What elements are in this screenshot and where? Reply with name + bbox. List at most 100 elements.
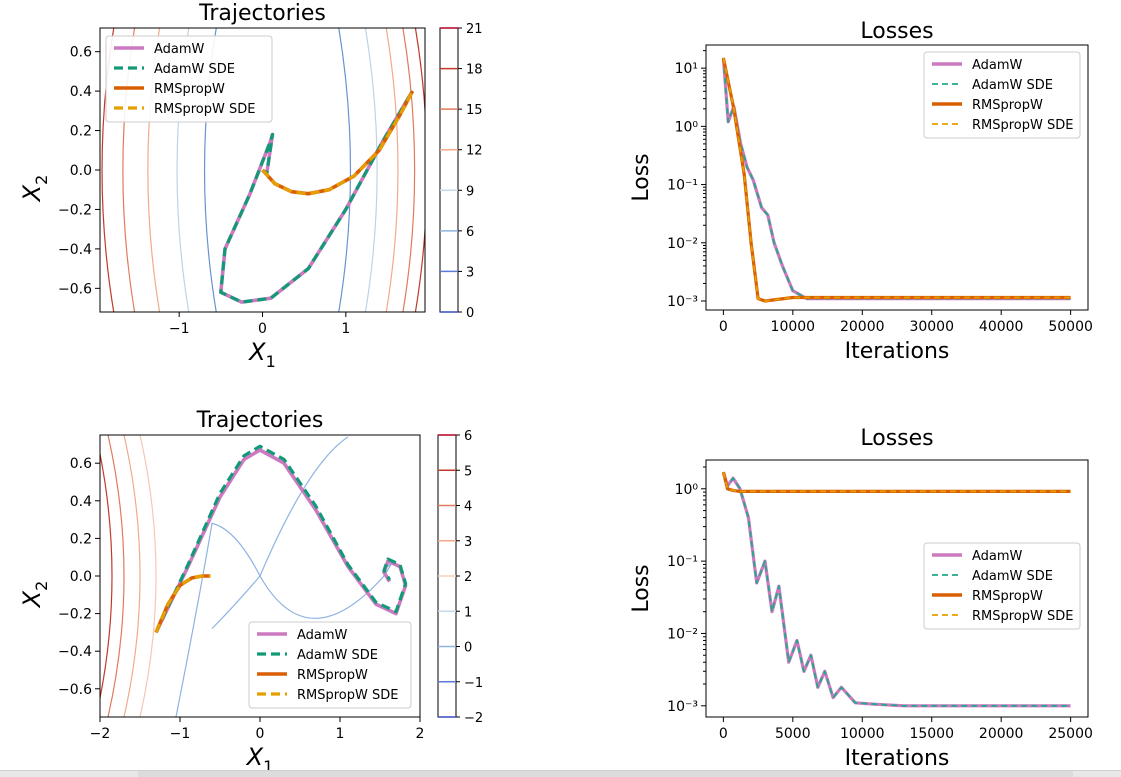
chart-panel-4: Losses 0 5000 10000 15000 20000 25000 10⁻³ 10⁻² 1…: [629, 426, 1093, 770]
series-line-rmspropw-sde: [261, 90, 414, 196]
colorbar: [439, 27, 459, 313]
legend-box: [923, 51, 1081, 139]
series-line-rmspropw: [721, 471, 1071, 493]
y-tick-label: 10¹: [675, 61, 698, 77]
y-tick-label: 0.2: [70, 124, 92, 140]
x-tick-label: 0: [719, 726, 728, 742]
x-tick-label: 0: [256, 726, 265, 742]
legend-label: AdamW SDE: [972, 569, 1053, 584]
contour-line: [139, 435, 157, 717]
chart-panel-2: Losses 0 10000 20000 30000 40000 50000 10⁻³ 10⁻²…: [629, 19, 1093, 364]
x-tick-label: 20000: [979, 726, 1024, 742]
colorbar-tick-label: 18: [466, 63, 483, 78]
x-tick-label: −2: [90, 726, 111, 742]
colorbar-tick-label: 0: [464, 641, 472, 656]
x-axis-label: Iterations: [845, 339, 950, 364]
chart-title: Trajectories: [198, 1, 326, 26]
y-tick-label: −0.4: [58, 242, 92, 258]
contour-line: [402, 28, 416, 312]
chart-panel-3: Trajectories −2 −1 0 1 2 −0.6 −0.4 −0.2 0.0 0.2 0.4…: [18, 408, 483, 770]
contour-line: [364, 28, 378, 312]
y-tick-label: 0.0: [70, 163, 92, 179]
y-tick-label: 10⁻²: [667, 626, 698, 642]
y-axis-label-subscript: 2: [32, 581, 51, 591]
chart-title: Losses: [860, 19, 933, 44]
contour-line: [100, 450, 113, 702]
scrollbar-thumb[interactable]: [138, 771, 1073, 777]
chart-title: Losses: [860, 426, 933, 451]
contour-line: [385, 28, 399, 312]
series-line-rmspropw: [261, 90, 415, 196]
colorbar-tick-label: 6: [466, 225, 474, 240]
x-tick-label: 1: [341, 321, 350, 337]
plot-area: [100, 435, 408, 717]
x-tick-label: 15000: [909, 726, 954, 742]
y-axis-label: X2: [18, 175, 51, 204]
y-axis-label: X2: [18, 581, 51, 610]
colorbar-tick-label: 4: [464, 500, 472, 515]
axes-frame: [705, 44, 1089, 311]
x-tick-label: 20000: [840, 319, 885, 335]
y-tick-label: 10⁻³: [667, 294, 698, 310]
y-tick-label: 10⁻¹: [667, 554, 698, 570]
legend-label: AdamW SDE: [297, 648, 378, 663]
legend-label: RMSpropW SDE: [154, 102, 255, 117]
series-line-adamw: [154, 448, 408, 634]
contour-line: [211, 562, 392, 630]
chart-title: Trajectories: [196, 408, 324, 433]
colorbar-tick-label: 5: [464, 464, 472, 479]
x-tick-label: 5000: [775, 726, 811, 742]
x-tick-label: 10000: [840, 726, 885, 742]
contour-line: [123, 435, 141, 717]
y-tick-label: 10⁻²: [667, 236, 698, 252]
colorbar-tick-label: −1: [464, 676, 483, 691]
legend: AdamW AdamW SDE RMSpropW RMSpropW SDE: [248, 621, 412, 709]
colorbar-tick-label: 1: [464, 605, 472, 620]
series-line-rmspropw-sde: [722, 57, 1071, 302]
legend-label: AdamW: [297, 628, 348, 643]
series-line-rmspropw-sde: [722, 471, 1071, 493]
series-line-adamw-sde: [219, 90, 414, 304]
legend-label: RMSpropW SDE: [972, 118, 1073, 133]
y-tick-label: 10⁰: [675, 482, 699, 498]
y-tick-label: −0.6: [58, 682, 92, 698]
series-line-adamw-sde: [722, 471, 1071, 707]
colorbar-tick-label: 21: [466, 22, 483, 37]
colorbar-tick-label: 12: [466, 144, 483, 159]
y-tick-label: 0.6: [70, 45, 92, 61]
y-axis-label: Loss: [629, 153, 654, 201]
y-tick-label: 10⁻¹: [667, 178, 698, 194]
horizontal-scrollbar[interactable]: [0, 770, 1121, 777]
x-axis-label: X1: [247, 338, 276, 371]
legend-box: [923, 542, 1081, 630]
colorbar-tick-label: 3: [466, 265, 474, 280]
colorbar-tick-label: 15: [466, 103, 483, 118]
plot-area: [101, 28, 425, 312]
contour-line: [175, 436, 349, 717]
legend-box: [105, 35, 273, 123]
x-axis-label-subscript: 1: [266, 352, 276, 371]
contour-line: [338, 28, 352, 312]
legend-label: RMSpropW: [154, 82, 225, 97]
x-tick-label: 50000: [1048, 319, 1093, 335]
x-tick-label: 1: [336, 726, 345, 742]
x-tick-label: 2: [416, 726, 425, 742]
plot-area: [721, 471, 1071, 708]
legend-label: RMSpropW SDE: [972, 609, 1073, 624]
colorbar-tick-label: 0: [466, 306, 474, 321]
y-tick-label: −0.2: [58, 607, 92, 623]
colorbar-tick-label: −2: [464, 711, 483, 726]
x-tick-label: 0: [258, 321, 267, 337]
legend-box: [248, 621, 412, 709]
y-tick-label: 10⁰: [675, 119, 699, 135]
y-tick-label: 10⁻³: [667, 699, 698, 715]
series-line-rmspropw-sde: [154, 574, 211, 634]
x-axis-label: Iterations: [845, 746, 950, 770]
x-tick-label: 40000: [979, 319, 1024, 335]
legend-label: AdamW: [154, 42, 205, 57]
legend-label: AdamW: [972, 549, 1023, 564]
legend-label: AdamW SDE: [972, 78, 1053, 93]
legend-label: RMSpropW: [297, 668, 368, 683]
y-axis-label: Loss: [629, 564, 654, 612]
x-tick-label: −1: [170, 726, 191, 742]
